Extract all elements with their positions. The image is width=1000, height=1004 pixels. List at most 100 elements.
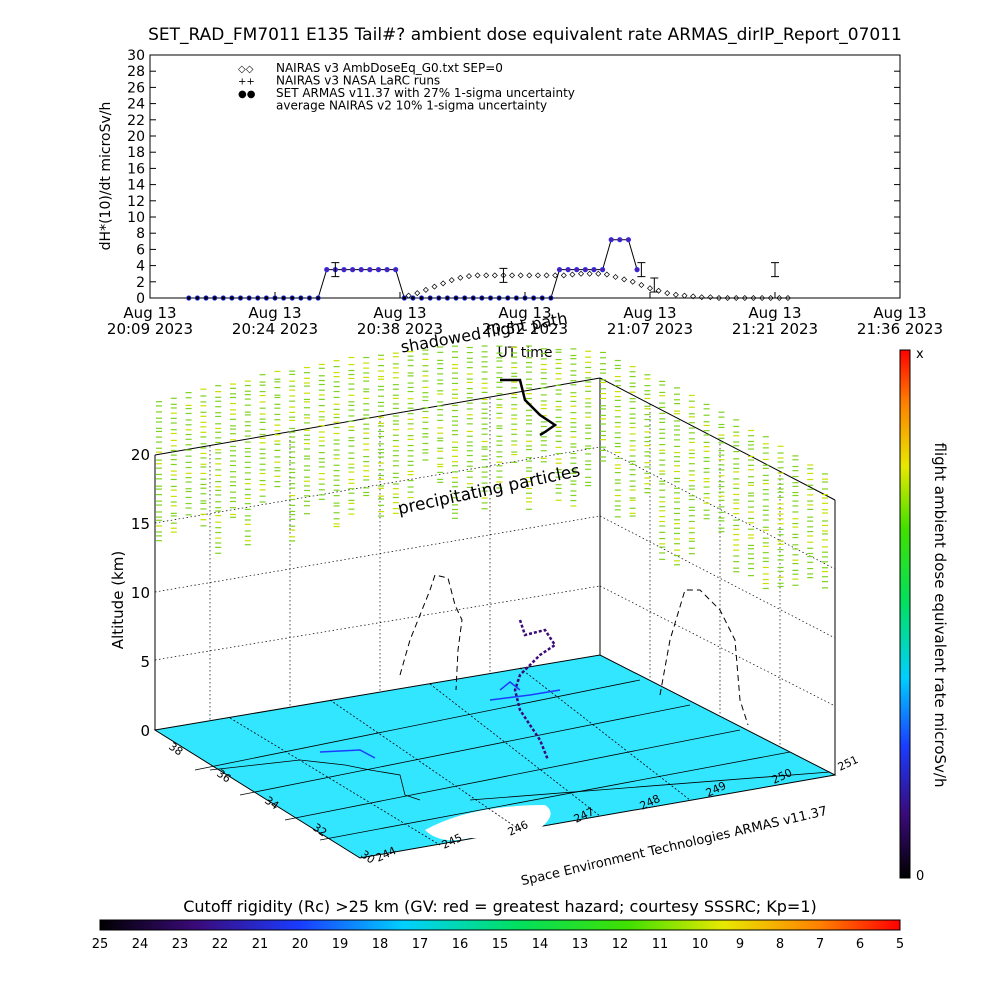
nairas-point bbox=[526, 272, 533, 279]
nairas-point bbox=[603, 271, 610, 278]
dose-colorbar-top: x bbox=[916, 347, 924, 362]
nairas-point bbox=[552, 272, 559, 279]
flight-path-lower bbox=[513, 619, 557, 761]
armas-point bbox=[263, 295, 269, 301]
rigidity-tick-label: 23 bbox=[172, 937, 189, 952]
y-tick-label: 22 bbox=[127, 113, 145, 129]
rigidity-tick-label: 16 bbox=[452, 937, 469, 952]
nairas-point bbox=[509, 272, 516, 279]
rigidity-tick-label: 24 bbox=[132, 937, 149, 952]
dose-colorbar-label: flight ambient dose equivalent rate micr… bbox=[931, 443, 949, 788]
nairas-point bbox=[483, 272, 490, 279]
x-tick-label-line2: 21:36 2023 bbox=[857, 320, 943, 338]
rigidity-tick-label: 15 bbox=[492, 937, 509, 952]
armas-point bbox=[341, 267, 347, 273]
armas-point bbox=[255, 295, 261, 301]
nairas-point bbox=[440, 280, 447, 287]
armas-point bbox=[479, 295, 485, 301]
dose-colorbar-bottom: 0 bbox=[916, 869, 924, 884]
legend-entry: NAIRAS v3 NASA LaRC runs bbox=[276, 74, 440, 88]
armas-point bbox=[427, 295, 433, 301]
y-tick-label: 8 bbox=[136, 226, 145, 242]
armas-point bbox=[289, 295, 295, 301]
rigidity-tick-label: 6 bbox=[856, 937, 864, 952]
armas-point bbox=[548, 295, 554, 301]
armas-point bbox=[625, 237, 632, 243]
armas-point bbox=[470, 295, 476, 301]
nairas-point bbox=[664, 290, 671, 297]
ground-grid bbox=[194, 667, 831, 846]
rigidity-tick-label: 11 bbox=[652, 937, 669, 952]
x-tick-label-line1: Aug 13 bbox=[373, 304, 426, 322]
rigidity-tick-label: 19 bbox=[332, 937, 349, 952]
armas-point bbox=[487, 295, 494, 301]
x-tick-label-line2: 21:21 2023 bbox=[732, 320, 818, 338]
x-tick-label-line2: 20:24 2023 bbox=[232, 320, 318, 338]
nairas-point bbox=[517, 272, 524, 279]
armas-point bbox=[272, 295, 278, 301]
x-tick-label-line2: 20:09 2023 bbox=[107, 320, 193, 338]
nairas-point bbox=[405, 292, 412, 299]
nairas-point bbox=[690, 293, 697, 300]
rigidity-title: Cutoff rigidity (Rc) >25 km (GV: red = g… bbox=[183, 897, 817, 916]
y-tick-label: 20 bbox=[127, 129, 145, 145]
armas-point bbox=[599, 267, 606, 273]
armas-point bbox=[298, 295, 304, 301]
x-tick-label-line1: Aug 13 bbox=[498, 304, 551, 322]
dose-colorbar bbox=[899, 349, 911, 879]
top-legend: ◇◇ NAIRAS v3 AmbDoseEq_G0.txt SEP=0 ++ NAIR… bbox=[238, 61, 575, 113]
nairas-point bbox=[422, 286, 429, 293]
error-bar bbox=[637, 262, 646, 278]
armas-point bbox=[410, 295, 416, 301]
ground-white-patch bbox=[425, 805, 551, 841]
nairas-point bbox=[681, 292, 688, 299]
rigidity-tick-label: 13 bbox=[572, 937, 589, 952]
nairas-point bbox=[465, 273, 472, 280]
nairas-point bbox=[621, 276, 628, 283]
armas-point bbox=[634, 267, 640, 273]
nairas-point bbox=[733, 295, 740, 301]
y-tick-label: 18 bbox=[127, 145, 145, 161]
armas-point bbox=[194, 295, 201, 301]
rigidity-tick-label: 17 bbox=[412, 937, 429, 952]
armas-point bbox=[401, 295, 407, 301]
y-tick-label: 14 bbox=[127, 178, 145, 194]
armas-point bbox=[608, 237, 614, 243]
nairas-point bbox=[569, 271, 576, 278]
legend-entry: NAIRAS v3 AmbDoseEq_G0.txt SEP=0 bbox=[276, 61, 503, 75]
armas-point bbox=[574, 267, 580, 273]
armas-point bbox=[237, 295, 244, 301]
armas-point bbox=[505, 295, 511, 301]
top-y-axis-label: dH*(10)/dt microSv/h bbox=[98, 102, 114, 251]
rigidity-tick-label: 25 bbox=[92, 937, 109, 952]
armas-point bbox=[617, 237, 623, 243]
x-tick-label-line2: 21:07 2023 bbox=[607, 320, 693, 338]
rigidity-tick-label: 14 bbox=[532, 937, 549, 952]
nairas-point bbox=[474, 272, 481, 279]
x-tick-label-line1: Aug 13 bbox=[123, 304, 176, 322]
nairas-point bbox=[448, 277, 455, 284]
rigidity-ticks: 25 24 23 22 21 20 19 18 17 16 15 14 13 12 11 10 9 8 7 6 5 bbox=[92, 937, 904, 952]
nairas-point bbox=[655, 287, 662, 294]
particles-label: precipitating particles bbox=[396, 461, 582, 519]
error-bar bbox=[499, 267, 508, 283]
rigidity-tick-label: 12 bbox=[612, 937, 629, 952]
legend-symbol: ●● bbox=[238, 89, 256, 100]
y-tick-label: 26 bbox=[127, 80, 145, 96]
x-tick-label-line1: Aug 13 bbox=[873, 304, 926, 322]
y-tick-label: 12 bbox=[127, 194, 145, 210]
y-tick-label: 28 bbox=[127, 64, 145, 80]
y-tick-label: 30 bbox=[127, 48, 145, 64]
nairas-point bbox=[767, 295, 774, 301]
nairas-point bbox=[759, 295, 766, 301]
top-chart-title: SET_RAD_FM7011 E135 Tail#? ambient dose … bbox=[148, 25, 902, 45]
z-axis-label: Altitude (km) bbox=[109, 551, 127, 649]
nairas-point bbox=[431, 283, 438, 290]
armas-point bbox=[522, 295, 528, 301]
armas-point bbox=[324, 267, 330, 273]
rigidity-tick-label: 7 bbox=[816, 937, 824, 952]
y-tick-label: 0 bbox=[136, 291, 145, 307]
legend-entry: SET ARMAS v11.37 with 27% 1-sigma uncert… bbox=[276, 86, 575, 100]
z-tick-label: 0 bbox=[140, 722, 150, 740]
